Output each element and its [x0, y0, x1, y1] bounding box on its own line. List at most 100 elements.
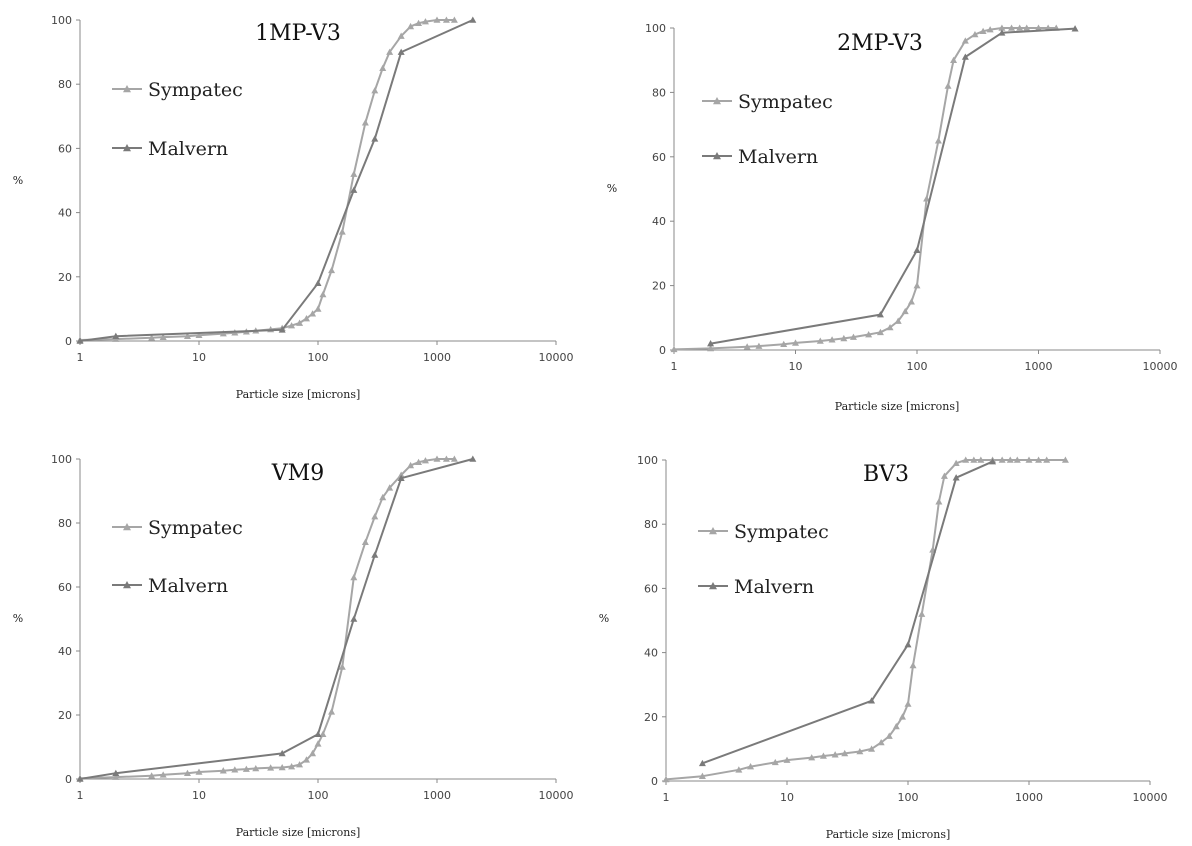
legend-marker — [123, 581, 131, 589]
y-tick-label: 60 — [58, 581, 72, 594]
data-point-sympatec — [828, 336, 836, 343]
y-tick-label: 0 — [659, 344, 666, 357]
y-tick-label: 100 — [51, 14, 72, 27]
data-point-sympatec — [407, 461, 415, 469]
data-point-sympatec — [698, 772, 706, 779]
data-point-sympatec — [771, 758, 779, 766]
y-tick-label: 40 — [58, 207, 72, 220]
x-tick-label: 100 — [907, 360, 928, 373]
data-point-sympatec — [913, 282, 921, 289]
data-point-malvern — [469, 16, 477, 23]
data-point-sympatec — [302, 315, 310, 322]
data-point-malvern — [76, 337, 84, 344]
data-point-malvern — [278, 749, 286, 757]
data-point-sympatec — [386, 48, 394, 55]
data-point-sympatec — [450, 16, 458, 23]
x-axis-label: Particle size [microns] — [236, 388, 361, 401]
data-point-sympatec — [386, 484, 394, 491]
data-point-malvern — [397, 474, 405, 481]
data-point-sympatec — [183, 332, 191, 339]
data-point-sympatec — [314, 305, 322, 312]
y-tick-label: 100 — [645, 22, 666, 35]
data-point-sympatec — [319, 290, 327, 298]
data-point-sympatec — [998, 456, 1006, 463]
data-point-malvern — [314, 279, 322, 287]
data-point-malvern — [469, 455, 477, 462]
x-tick-label: 1000 — [1015, 791, 1043, 804]
data-point-sympatec — [148, 334, 156, 341]
data-point-sympatec — [242, 765, 250, 772]
y-axis-label: % — [13, 174, 23, 187]
data-point-malvern — [350, 186, 358, 193]
data-point-sympatec — [361, 538, 369, 545]
legend-label: Malvern — [148, 575, 228, 597]
data-point-sympatec — [662, 775, 670, 783]
data-point-sympatec — [898, 713, 906, 720]
data-point-sympatec — [379, 64, 387, 71]
data-point-sympatec — [231, 766, 239, 773]
legend-label: Malvern — [738, 146, 818, 168]
data-point-sympatec — [112, 773, 120, 780]
data-point-sympatec — [309, 749, 317, 757]
data-point-sympatec — [1035, 456, 1043, 463]
data-point-sympatec — [433, 455, 441, 462]
data-point-sympatec — [219, 767, 227, 774]
x-axis-label: Particle size [microns] — [835, 400, 960, 413]
data-point-sympatec — [962, 456, 970, 463]
x-tick-label: 10 — [192, 351, 206, 364]
data-point-sympatec — [840, 334, 848, 342]
y-axis-label: % — [599, 612, 609, 625]
data-point-malvern — [998, 29, 1006, 36]
x-tick-label: 10000 — [539, 789, 574, 802]
data-point-sympatec — [735, 766, 743, 773]
data-point-sympatec — [885, 732, 893, 739]
data-point-sympatec — [350, 573, 358, 581]
data-point-malvern — [397, 48, 405, 55]
chart-1: 0 20 40 60 80 100 1 10 100 1000 10000 Particle size… — [13, 14, 574, 401]
legend-marker — [709, 527, 717, 535]
series-line-sympatec — [79, 19, 455, 341]
data-point-malvern — [371, 135, 379, 142]
data-point-sympatec — [755, 342, 763, 349]
data-point-sympatec — [935, 498, 943, 505]
data-point-malvern — [961, 53, 969, 60]
data-point-malvern — [1071, 25, 1079, 32]
data-point-sympatec — [944, 82, 952, 89]
data-point-sympatec — [923, 195, 931, 202]
data-point-sympatec — [397, 471, 405, 478]
legend-marker — [123, 85, 131, 93]
y-tick-label: 100 — [51, 453, 72, 466]
data-point-sympatec — [328, 266, 336, 274]
data-point-malvern — [698, 759, 706, 767]
data-point-sympatec — [886, 323, 894, 331]
series-line-malvern — [79, 19, 474, 342]
data-point-sympatec — [998, 24, 1006, 31]
legend-label: Sympatec — [148, 79, 243, 101]
data-point-sympatec — [442, 16, 450, 23]
data-point-sympatec — [865, 331, 873, 338]
data-point-sympatec — [856, 747, 864, 755]
data-point-sympatec — [407, 22, 415, 30]
x-tick-label: 1 — [77, 351, 84, 364]
x-tick-label: 1 — [77, 789, 84, 802]
chart-title: 1MP-V3 — [255, 21, 341, 46]
data-point-sympatec — [371, 513, 379, 520]
data-point-sympatec — [397, 32, 405, 39]
x-tick-label: 10 — [780, 791, 794, 804]
data-point-sympatec — [288, 322, 296, 329]
data-point-sympatec — [379, 493, 387, 501]
data-point-sympatec — [1006, 456, 1014, 463]
data-point-sympatec — [877, 738, 885, 746]
data-point-sympatec — [421, 18, 429, 25]
data-point-sympatec — [296, 319, 304, 326]
data-point-sympatec — [940, 472, 948, 479]
data-point-sympatec — [901, 307, 909, 315]
data-point-sympatec — [868, 745, 876, 752]
data-point-sympatec — [195, 331, 203, 339]
data-point-sympatec — [970, 456, 978, 463]
data-point-sympatec — [876, 328, 884, 336]
y-tick-label: 80 — [58, 517, 72, 530]
data-point-sympatec — [894, 317, 902, 324]
data-point-sympatec — [909, 661, 917, 669]
data-point-sympatec — [328, 708, 336, 715]
